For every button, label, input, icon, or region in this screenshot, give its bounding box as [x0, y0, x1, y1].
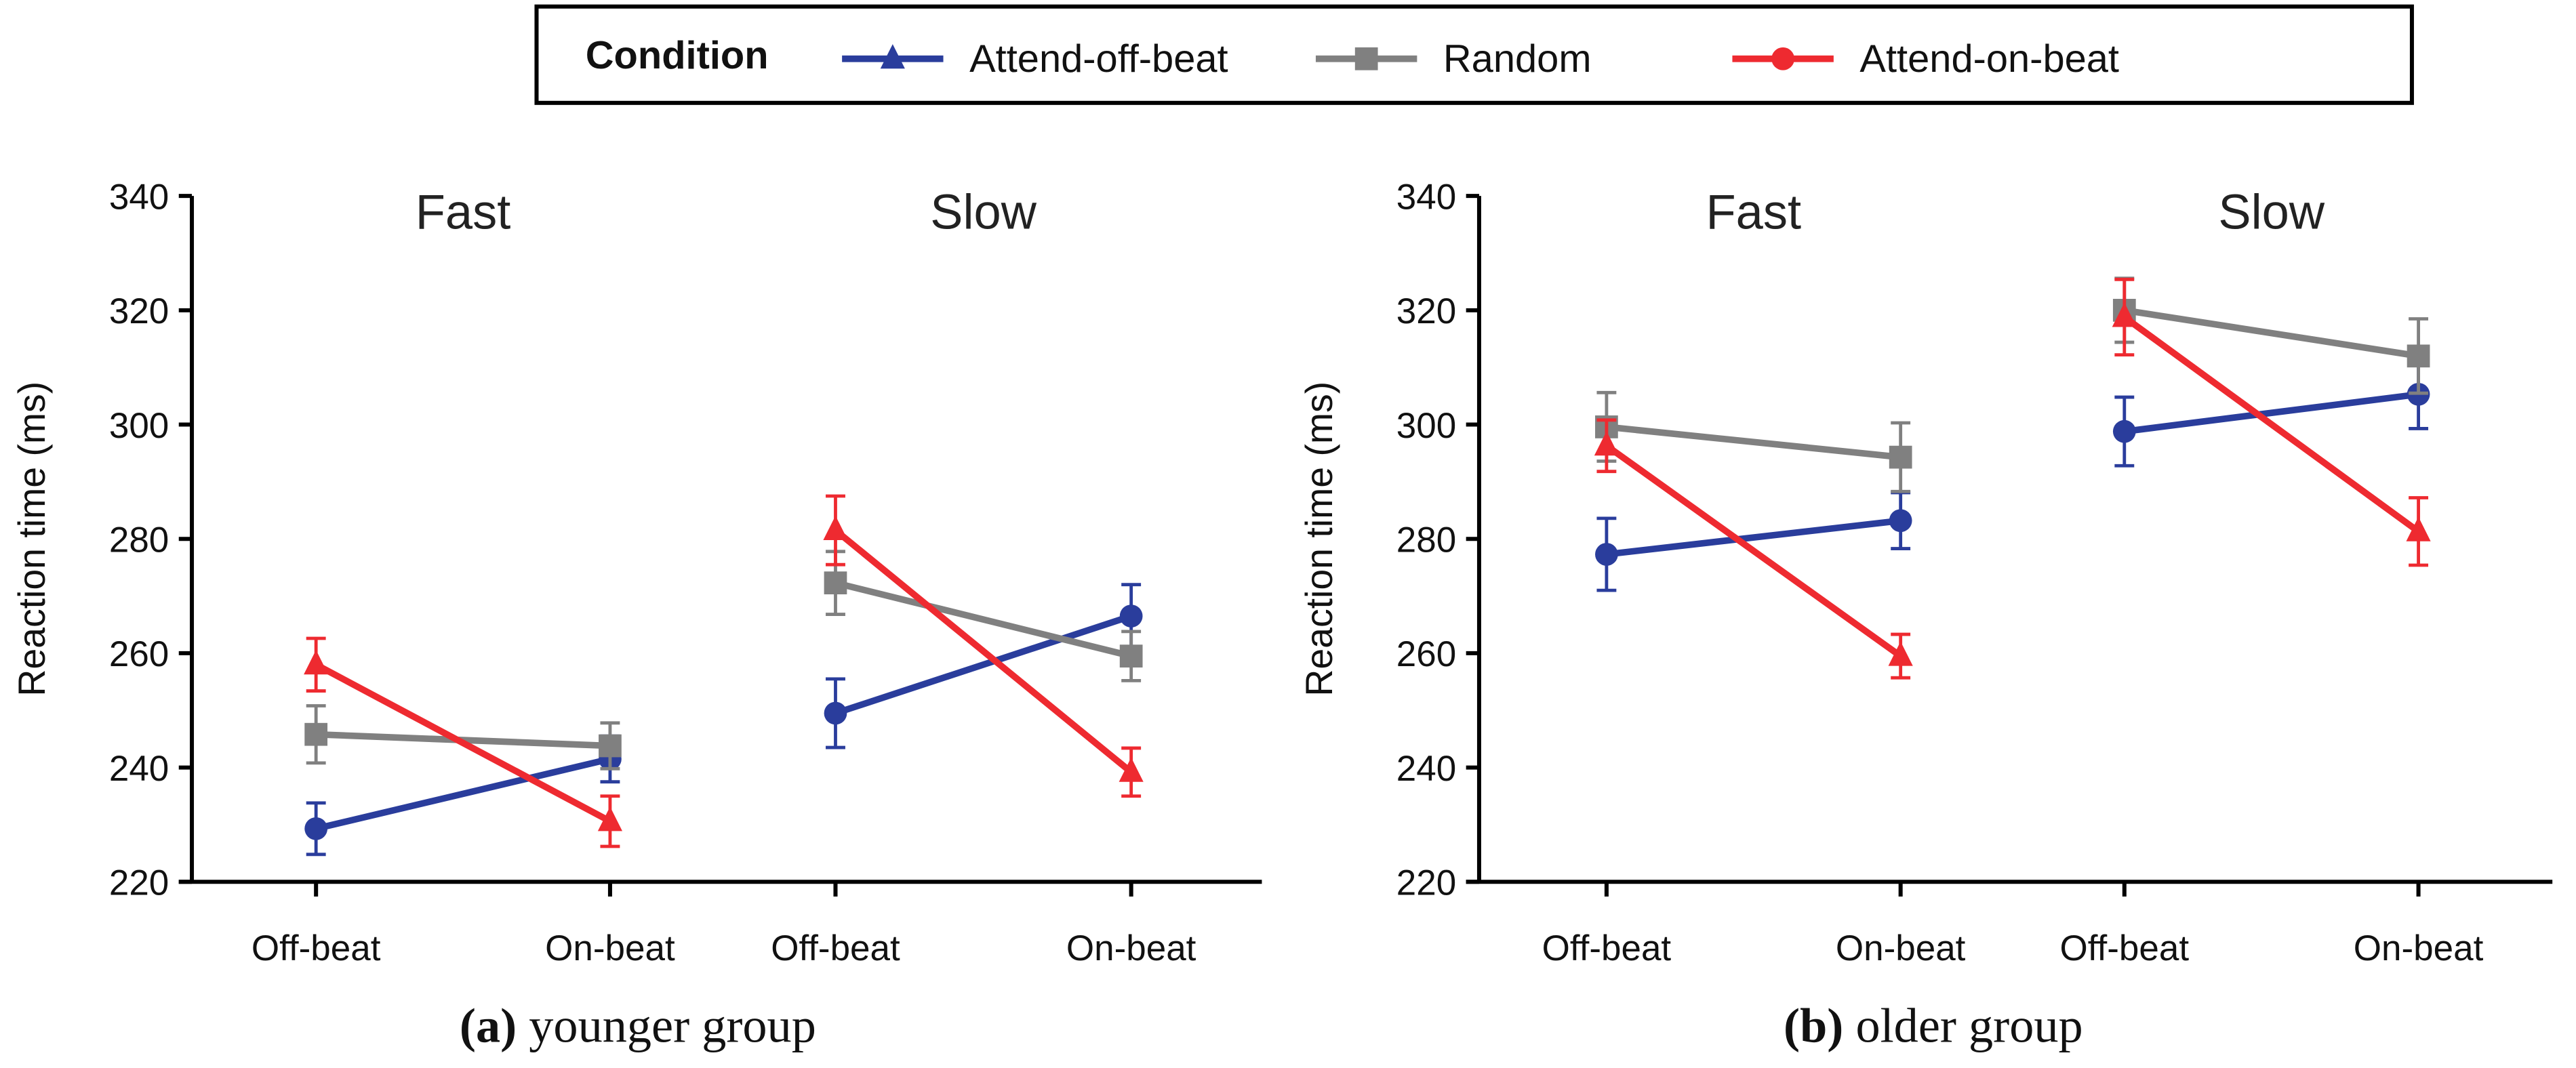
data-point [823, 515, 848, 541]
y-tick-label: 300 [109, 406, 169, 446]
data-point [2407, 344, 2430, 368]
y-axis-label: Reaction time (ms) [1298, 382, 1340, 697]
legend-marker-circle-icon [1771, 47, 1795, 70]
data-point [1889, 509, 1912, 533]
caption-letter: (a) [460, 998, 517, 1052]
data-point [2112, 302, 2137, 327]
y-tick-label: 260 [109, 634, 169, 674]
x-tick-label: Off-beat [1542, 928, 1672, 968]
panel-caption: (a) younger group [460, 998, 816, 1052]
series-line [833, 527, 1133, 775]
y-tick-label: 220 [109, 863, 169, 903]
series-line [2122, 314, 2421, 535]
series-line [1606, 517, 1901, 558]
data-point [824, 571, 847, 595]
x-tick-label: Off-beat [771, 928, 900, 968]
panel-caption: (b) older group [1784, 998, 2083, 1052]
data-point [2112, 419, 2136, 443]
series-line [1605, 443, 1903, 659]
legend: Condition Attend-off-beat Random Attend-on… [534, 4, 2414, 105]
legend-entry-random: Random [1315, 37, 1592, 81]
caption-text: younger group [517, 998, 816, 1052]
y-tick-label: 240 [109, 749, 169, 789]
data-point [1595, 543, 1618, 566]
data-point [824, 701, 847, 725]
data-point [597, 806, 623, 831]
legend-label: Random [1443, 37, 1592, 81]
legend-label: Attend-on-beat [1859, 37, 2119, 81]
series-line [315, 756, 611, 832]
y-tick-label: 300 [1396, 406, 1456, 446]
group-title-fast: Fast [416, 185, 511, 239]
series-blue [1595, 358, 2430, 592]
series-line [834, 613, 1133, 717]
y-tick-label: 280 [109, 520, 169, 560]
data-point [599, 734, 622, 758]
legend-marker-square-icon [1354, 47, 1378, 70]
x-tick-label: Off-beat [251, 928, 381, 968]
x-tick-label: On-beat [1066, 928, 1196, 968]
group-title-fast: Fast [1706, 185, 1801, 239]
series-blue [304, 583, 1143, 857]
x-tick-label: On-beat [2354, 928, 2484, 968]
legend-title: Condition [586, 34, 769, 77]
series-line [2124, 307, 2419, 360]
group-title-slow: Slow [2218, 185, 2325, 239]
y-tick-label: 280 [1396, 520, 1456, 560]
legend-marker-triangle-icon [880, 44, 905, 69]
panel-a: 220 240 260 280 300 320 340 Off-beat On-beat Off-… [11, 177, 1262, 1052]
series-gray [1595, 276, 2430, 493]
data-point [1888, 641, 1913, 666]
data-point [304, 650, 329, 675]
data-point [1119, 604, 1143, 628]
y-tick-label: 220 [1396, 863, 1456, 903]
legend-entry-attend-off-beat: Attend-off-beat [842, 37, 1228, 81]
panel-b: 220 240 260 280 300 320 340 Off-beat On-beat Off-… [1298, 177, 2553, 1052]
y-tick-label: 320 [1396, 291, 1456, 331]
data-point [304, 722, 328, 746]
y-tick-label: 340 [109, 177, 169, 217]
data-point [1594, 431, 1619, 456]
y-tick-label: 260 [1396, 634, 1456, 674]
x-tick-label: On-beat [545, 928, 675, 968]
x-tick-label: On-beat [1836, 928, 1966, 968]
legend-label: Attend-off-beat [969, 37, 1228, 81]
series-gray [304, 550, 1143, 771]
y-tick-label: 320 [109, 291, 169, 331]
caption-text: older group [1843, 998, 2082, 1052]
y-tick-label: 340 [1396, 177, 1456, 217]
data-point [1119, 757, 1144, 782]
series-line [834, 579, 1132, 659]
data-point [2406, 516, 2431, 541]
series-line [2124, 391, 2419, 435]
series-line [314, 661, 612, 825]
series-red [1594, 277, 2431, 680]
data-point [1119, 644, 1143, 668]
legend-entry-attend-on-beat: Attend-on-beat [1732, 37, 2119, 81]
x-tick-label: Off-beat [2060, 928, 2190, 968]
caption-letter: (b) [1784, 998, 1843, 1052]
legend-box [534, 4, 2414, 105]
y-axis-label: Reaction time (ms) [11, 382, 53, 697]
group-title-slow: Slow [930, 185, 1037, 239]
data-point [1889, 445, 1912, 469]
y-tick-label: 240 [1396, 749, 1456, 789]
series-line [1606, 424, 1901, 461]
data-point [304, 817, 328, 840]
series-red [304, 494, 1144, 848]
